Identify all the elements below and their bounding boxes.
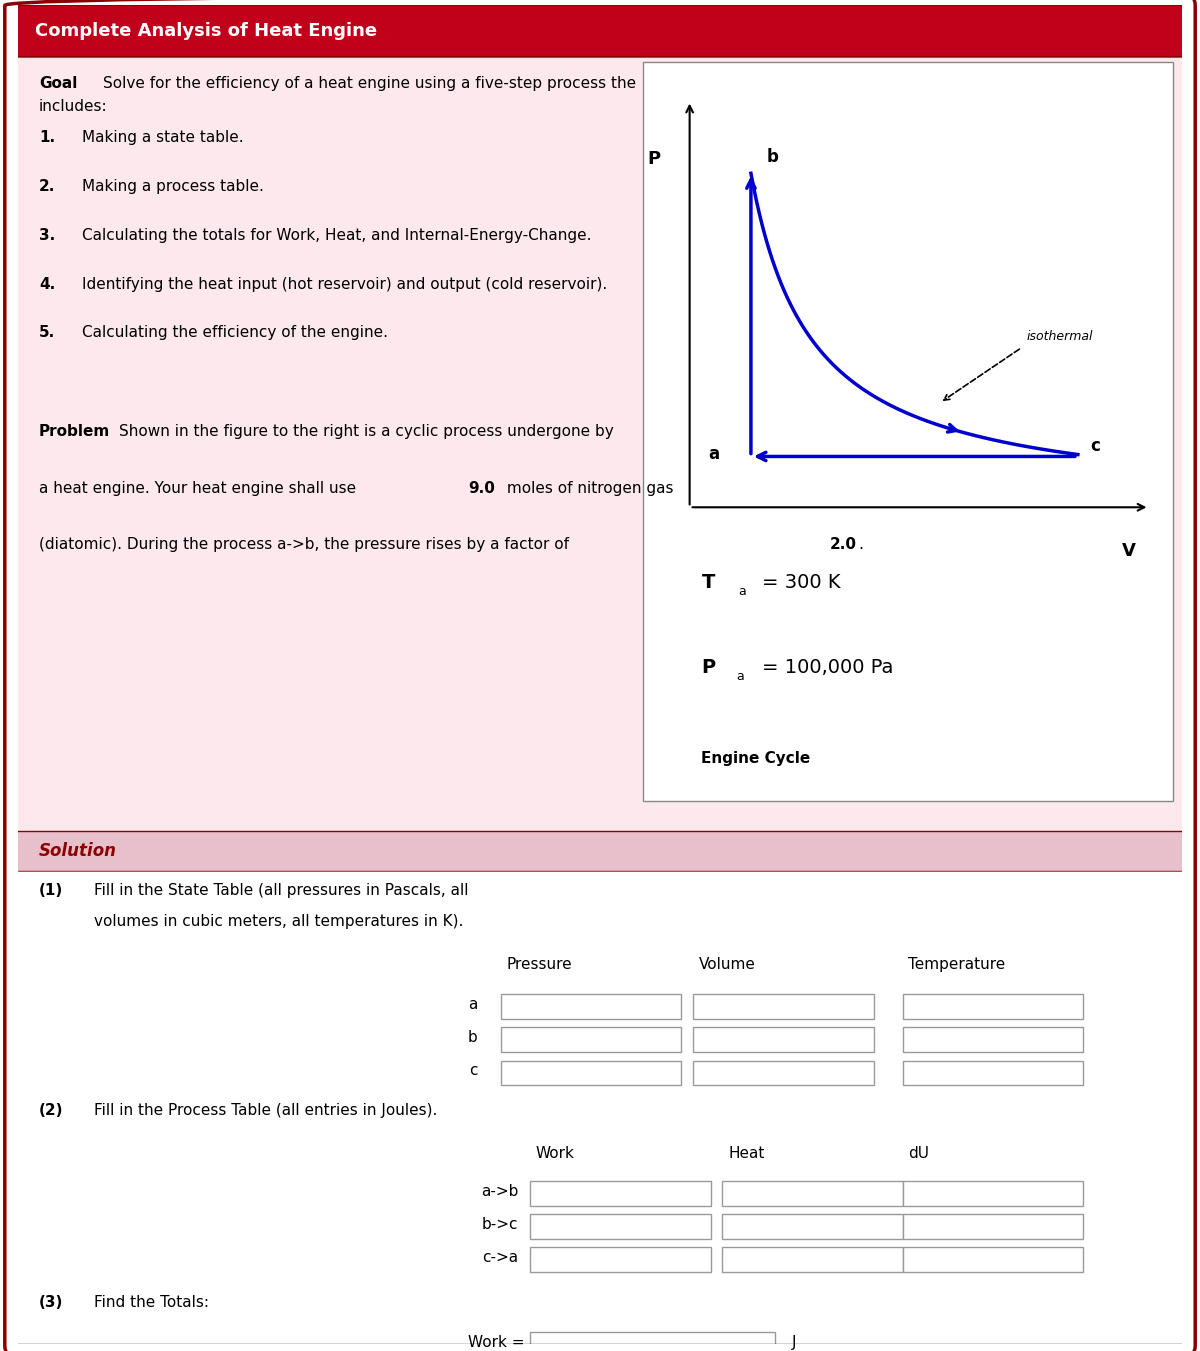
Text: Fill in the Process Table (all entries in Joules).: Fill in the Process Table (all entries i… (94, 1102, 437, 1119)
Text: Heat: Heat (728, 1146, 764, 1161)
Text: a->b: a->b (481, 1183, 518, 1198)
Text: = 300 K: = 300 K (762, 573, 840, 592)
Text: .: . (858, 538, 863, 553)
Text: Fill in the State Table (all pressures in Pascals, all: Fill in the State Table (all pressures i… (94, 884, 468, 898)
Text: Making a state table.: Making a state table. (82, 130, 244, 146)
Bar (722, 1215, 902, 1239)
Text: a: a (708, 446, 719, 463)
Bar (502, 994, 682, 1019)
Text: includes:: includes: (38, 100, 108, 115)
Text: $\mathregular{P}$: $\mathregular{P}$ (701, 658, 716, 677)
Text: = 100,000 Pa: = 100,000 Pa (762, 658, 893, 677)
Text: V: V (1122, 542, 1136, 559)
Bar (902, 1181, 1084, 1205)
Text: Goal: Goal (38, 76, 77, 91)
Bar (902, 1028, 1084, 1052)
Text: Temperature: Temperature (908, 957, 1006, 971)
Text: 2.0: 2.0 (829, 538, 857, 553)
Bar (722, 1181, 902, 1205)
Text: a: a (738, 585, 746, 597)
Text: 2.: 2. (38, 180, 55, 195)
Bar (530, 1247, 710, 1271)
Text: b: b (468, 1029, 478, 1044)
Bar (530, 1181, 710, 1205)
Text: Solution: Solution (38, 842, 116, 861)
Text: Calculating the efficiency of the engine.: Calculating the efficiency of the engine… (82, 326, 388, 340)
Bar (502, 1028, 682, 1052)
Text: Work =: Work = (468, 1335, 524, 1350)
Text: Find the Totals:: Find the Totals: (94, 1294, 209, 1309)
Text: a: a (468, 997, 478, 1012)
Text: b: b (767, 147, 778, 166)
Text: 9.0: 9.0 (468, 481, 496, 496)
Text: 1.: 1. (38, 130, 55, 146)
Text: J: J (792, 1335, 797, 1350)
Text: 3.: 3. (38, 228, 55, 243)
Text: Solve for the efficiency of a heat engine using a five-step process the: Solve for the efficiency of a heat engin… (103, 76, 636, 91)
Text: Problem: Problem (38, 424, 110, 439)
Text: Volume: Volume (698, 957, 756, 971)
Text: a heat engine. Your heat engine shall use: a heat engine. Your heat engine shall us… (38, 481, 361, 496)
Bar (902, 1247, 1084, 1271)
Text: moles of nitrogen gas: moles of nitrogen gas (503, 481, 673, 496)
Text: 4.: 4. (38, 277, 55, 292)
Text: a: a (736, 670, 744, 682)
Bar (694, 1061, 874, 1085)
Bar (530, 1215, 710, 1239)
Text: Identifying the heat input (hot reservoir) and output (cold reservoir).: Identifying the heat input (hot reservoi… (82, 277, 607, 292)
Text: c: c (1090, 436, 1100, 455)
Text: (2): (2) (38, 1102, 64, 1119)
Text: Calculating the totals for Work, Heat, and Internal-Energy-Change.: Calculating the totals for Work, Heat, a… (82, 228, 592, 243)
Text: Shown in the figure to the right is a cyclic process undergone by: Shown in the figure to the right is a cy… (119, 424, 614, 439)
Text: $\mathregular{T}$: $\mathregular{T}$ (701, 573, 716, 592)
Text: Engine Cycle: Engine Cycle (701, 751, 810, 766)
Text: Work: Work (536, 1146, 575, 1161)
Bar (502, 1061, 682, 1085)
Text: Making a process table.: Making a process table. (82, 180, 264, 195)
Text: dU: dU (908, 1146, 930, 1161)
Text: volumes in cubic meters, all temperatures in K).: volumes in cubic meters, all temperature… (94, 915, 463, 929)
Bar (902, 1061, 1084, 1085)
Bar (530, 1332, 775, 1351)
Bar (902, 1215, 1084, 1239)
Bar (643, 62, 1172, 801)
Text: (3): (3) (38, 1294, 64, 1309)
Text: b->c: b->c (482, 1217, 518, 1232)
Bar (694, 1028, 874, 1052)
Text: Pressure: Pressure (506, 957, 572, 971)
Text: P: P (647, 150, 660, 168)
Text: c->a: c->a (482, 1250, 518, 1265)
Bar (694, 994, 874, 1019)
Text: isothermal: isothermal (1027, 330, 1093, 343)
Bar (902, 994, 1084, 1019)
Text: Complete Analysis of Heat Engine: Complete Analysis of Heat Engine (36, 22, 378, 41)
Text: (1): (1) (38, 884, 64, 898)
Text: c: c (469, 1063, 478, 1078)
Text: 5.: 5. (38, 326, 55, 340)
Text: (diatomic). During the process a->b, the pressure rises by a factor of: (diatomic). During the process a->b, the… (38, 538, 574, 553)
Bar (722, 1247, 902, 1271)
